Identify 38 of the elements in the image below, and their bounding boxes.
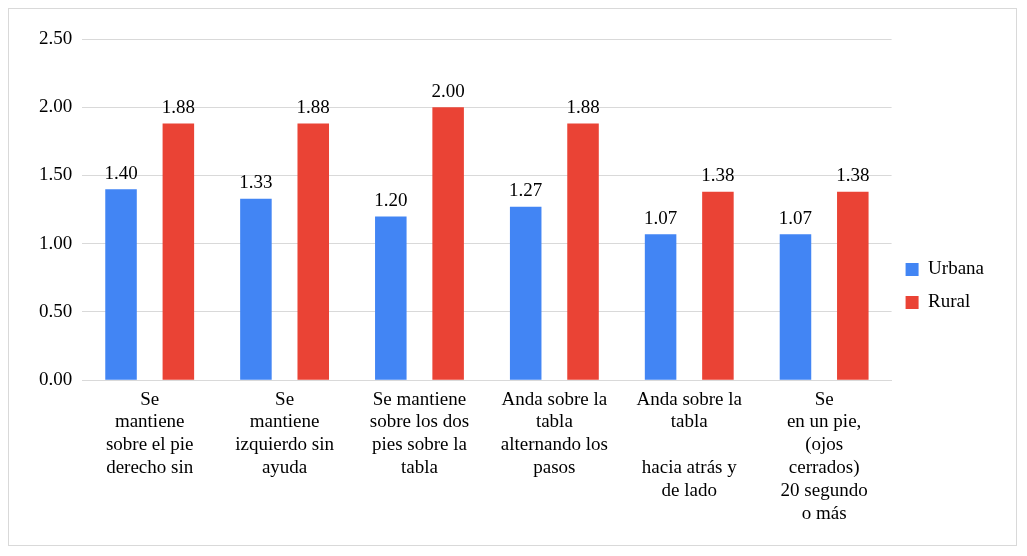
data-label: 1.88 xyxy=(161,96,195,118)
bar xyxy=(162,123,195,380)
legend-label: Rural xyxy=(928,290,971,312)
bar xyxy=(702,191,734,380)
bar xyxy=(240,198,272,380)
data-label: 1.88 xyxy=(566,96,600,118)
bar xyxy=(297,123,330,380)
data-label: 1.40 xyxy=(104,161,138,183)
x-tick-label: Se mantiene sobre los dos pies sobre la tabla xyxy=(369,387,470,477)
data-label: 1.07 xyxy=(643,206,678,228)
bar xyxy=(837,191,869,380)
y-tick-label: 2.00 xyxy=(39,95,73,117)
bar xyxy=(432,107,464,380)
category-label: Anda sobre la tabla hacia atrás y de lado xyxy=(636,387,743,500)
data-label: 1.38 xyxy=(836,164,870,186)
x-tick-label: Se mantiene sobre el pie derecho sin xyxy=(105,387,194,477)
y-tick-label: 0.50 xyxy=(39,299,73,321)
data-label: 1.88 xyxy=(296,96,330,118)
data-label: 1.20 xyxy=(374,188,408,210)
x-tick-label: Se en un pie, (ojos cerrados) 20 segundo o más xyxy=(780,387,868,523)
x-tick-label: Se mantiene izquierdo sin ayuda xyxy=(235,387,335,477)
x-tick-label: Anda sobre la tabla alternando los pasos xyxy=(500,387,608,477)
data-label: 2.00 xyxy=(431,79,465,101)
bar xyxy=(375,216,407,380)
y-tick-label: 0.00 xyxy=(39,368,73,390)
bar xyxy=(509,206,542,380)
bar xyxy=(105,189,137,380)
y-tick-label: 2.50 xyxy=(39,26,73,48)
y-tick-label: 1.00 xyxy=(39,231,73,253)
data-label: 1.33 xyxy=(239,171,273,193)
bar xyxy=(567,123,599,380)
bar xyxy=(644,234,677,380)
data-label: 1.38 xyxy=(701,164,735,186)
y-tick-label: 1.50 xyxy=(39,163,73,185)
legend-label: Urbana xyxy=(928,257,985,279)
data-label: 1.27 xyxy=(509,179,543,201)
bar xyxy=(779,234,812,380)
data-label: 1.07 xyxy=(778,206,813,228)
